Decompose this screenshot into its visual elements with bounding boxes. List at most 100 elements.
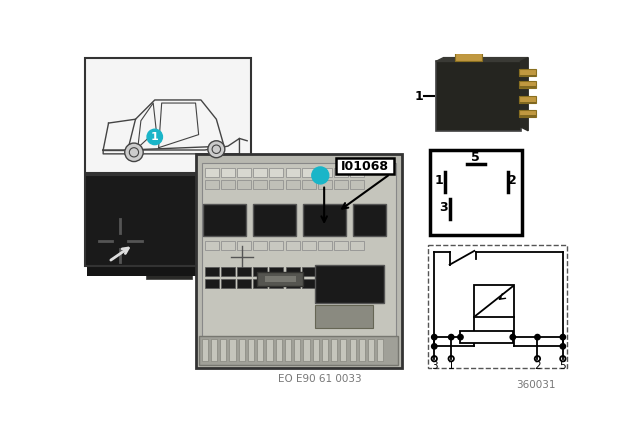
Bar	[196, 154, 402, 368]
Bar	[318, 168, 332, 177]
Bar	[205, 267, 219, 276]
Bar	[334, 180, 348, 189]
Bar	[350, 168, 364, 177]
Bar	[148, 237, 189, 245]
Bar	[474, 285, 515, 317]
Bar	[86, 58, 251, 173]
Bar	[202, 340, 208, 361]
Bar	[519, 81, 536, 88]
Bar	[148, 248, 189, 255]
Bar	[276, 340, 282, 361]
Bar	[302, 267, 316, 276]
Bar	[237, 241, 251, 250]
Bar	[460, 331, 513, 343]
Bar	[318, 180, 332, 189]
Bar	[269, 279, 284, 288]
Bar	[359, 340, 365, 361]
Bar	[519, 110, 536, 117]
Bar	[148, 220, 189, 234]
Bar	[285, 279, 300, 288]
Bar	[87, 177, 198, 192]
Bar	[239, 340, 245, 361]
Text: 1: 1	[435, 174, 444, 187]
Bar	[86, 176, 200, 266]
Text: 3: 3	[431, 362, 438, 371]
Bar	[294, 340, 300, 361]
Bar	[269, 267, 284, 276]
Text: 1: 1	[151, 132, 159, 142]
Bar	[285, 180, 300, 189]
Bar	[350, 241, 364, 250]
Bar	[318, 279, 332, 288]
Bar	[436, 61, 520, 131]
Bar	[253, 204, 296, 236]
Circle shape	[510, 334, 515, 340]
Bar	[302, 168, 316, 177]
Bar	[315, 265, 384, 303]
Text: I01068: I01068	[341, 159, 389, 172]
Bar	[200, 336, 398, 365]
Bar	[237, 168, 251, 177]
Bar	[285, 241, 300, 250]
Bar	[303, 340, 310, 361]
Bar	[237, 279, 251, 288]
Bar	[253, 168, 267, 177]
Bar	[312, 340, 319, 361]
Bar	[253, 180, 267, 189]
Circle shape	[208, 141, 225, 158]
Text: 1: 1	[316, 169, 324, 182]
Text: 1: 1	[448, 362, 454, 371]
Text: EO E90 61 0033: EO E90 61 0033	[278, 375, 362, 384]
Bar	[322, 340, 328, 361]
Bar	[519, 102, 536, 104]
Bar	[211, 340, 217, 361]
Circle shape	[312, 167, 329, 184]
Bar	[248, 340, 254, 361]
Bar	[269, 241, 284, 250]
Circle shape	[535, 334, 540, 340]
Bar	[205, 241, 219, 250]
Circle shape	[458, 334, 463, 340]
Bar	[285, 267, 300, 276]
Bar	[350, 279, 364, 288]
Bar	[202, 163, 396, 339]
Bar	[303, 204, 346, 236]
Bar	[318, 267, 332, 276]
Bar	[257, 272, 303, 286]
Bar	[221, 168, 235, 177]
Bar	[253, 241, 267, 250]
Bar	[221, 267, 235, 276]
Text: 5: 5	[472, 151, 480, 164]
Bar	[334, 241, 348, 250]
Bar	[331, 340, 337, 361]
Bar	[266, 340, 273, 361]
Bar	[221, 241, 235, 250]
Bar	[334, 168, 348, 177]
Bar	[302, 241, 316, 250]
Bar	[428, 245, 566, 368]
Bar	[269, 180, 284, 189]
Text: 3: 3	[439, 201, 448, 214]
Bar	[221, 180, 235, 189]
Bar	[315, 305, 372, 328]
Bar	[285, 168, 300, 177]
Polygon shape	[520, 58, 528, 131]
Text: 2: 2	[508, 174, 517, 187]
Circle shape	[449, 334, 454, 340]
Text: 360031: 360031	[516, 380, 556, 390]
Bar	[205, 180, 219, 189]
Bar	[237, 180, 251, 189]
Bar	[87, 177, 198, 208]
Circle shape	[147, 129, 163, 145]
Circle shape	[125, 143, 143, 162]
Bar	[221, 279, 235, 288]
Bar	[519, 96, 536, 103]
Bar	[302, 279, 316, 288]
Bar	[87, 206, 198, 220]
Bar	[269, 168, 284, 177]
Bar	[145, 218, 192, 280]
Bar	[236, 251, 248, 263]
Bar	[253, 279, 267, 288]
Circle shape	[431, 334, 437, 340]
Bar	[237, 267, 251, 276]
